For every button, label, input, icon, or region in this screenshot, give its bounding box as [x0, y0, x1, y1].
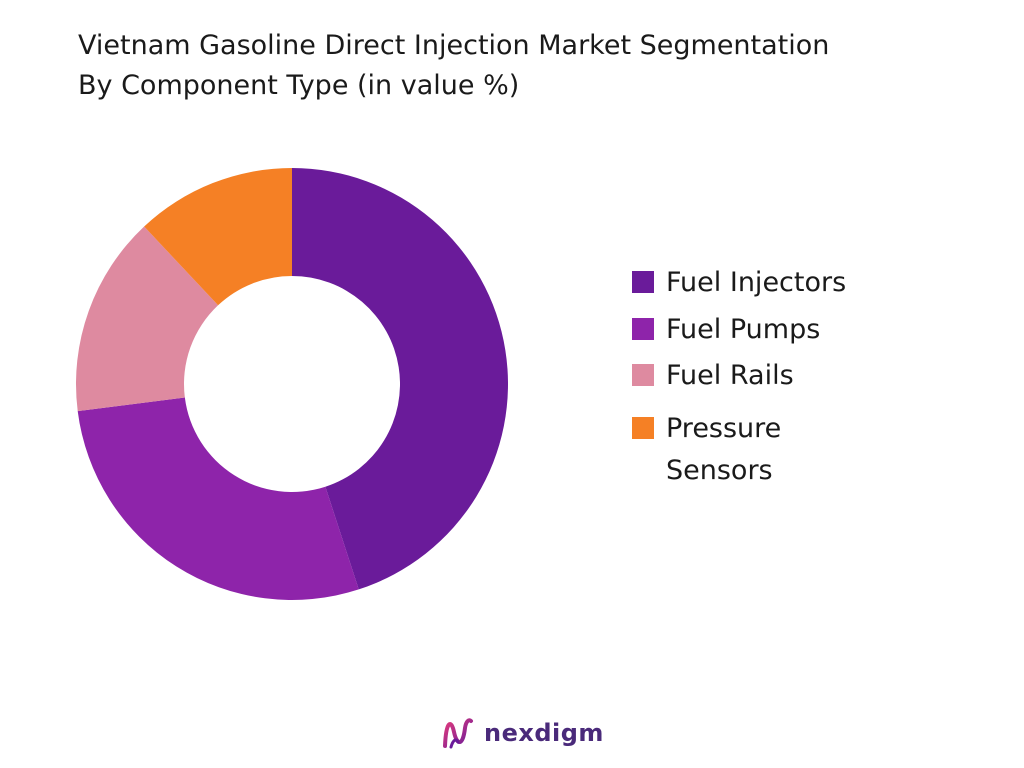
legend-swatch [632, 318, 654, 340]
legend-label: Fuel Pumps [666, 314, 821, 345]
legend-label: Fuel Injectors [666, 267, 847, 298]
brand-logo: nexdigm [440, 716, 604, 750]
legend-item-fuel-pumps: Fuel Pumps [632, 309, 916, 351]
chart-title: Vietnam Gasoline Direct Injection Market… [78, 26, 978, 106]
brand-name: nexdigm [484, 719, 604, 747]
legend-item-pressure-sensors: Pressure Sensors [632, 408, 836, 492]
legend-label: Pressure Sensors [666, 413, 782, 486]
legend-label: Fuel Rails [666, 360, 794, 391]
slice-fuel-rails [76, 226, 219, 412]
legend-item-fuel-injectors: Fuel Injectors [632, 262, 916, 304]
legend-item-fuel-rails: Fuel Rails [632, 355, 916, 397]
chart-title-line: Vietnam Gasoline Direct Injection Market… [78, 30, 830, 61]
legend-swatch [632, 271, 654, 293]
slice-fuel-injectors [292, 168, 509, 590]
slice-fuel-pumps [77, 397, 359, 601]
legend-swatch [632, 364, 654, 386]
nexdigm-logo-icon [443, 718, 473, 749]
slice-pressure-sensors [144, 168, 292, 306]
legend-swatch [632, 417, 654, 439]
chart-subtitle: By Component Type (in value %) [78, 70, 520, 101]
